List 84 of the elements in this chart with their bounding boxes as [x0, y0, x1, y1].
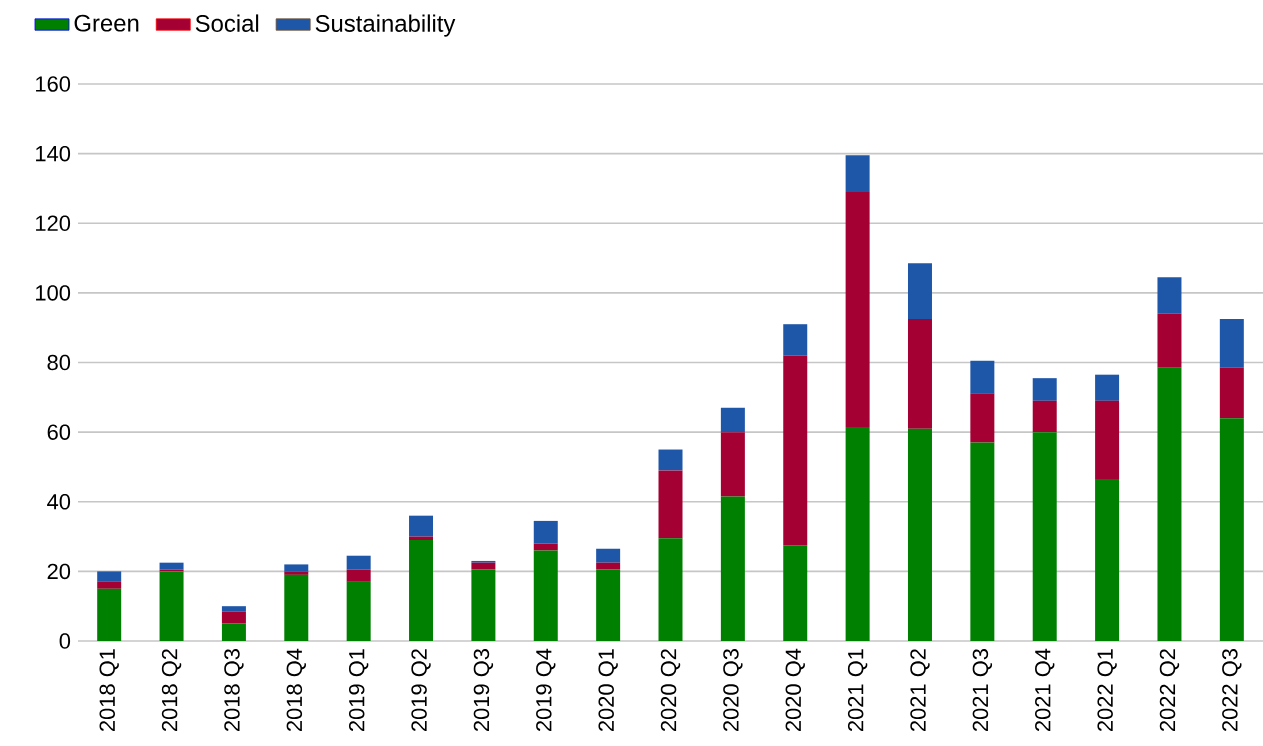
bar — [409, 540, 434, 641]
x-tick-label: 2019 Q4 — [536, 648, 556, 732]
bar — [970, 393, 995, 443]
x-tick-label: 2019 Q3 — [473, 649, 494, 732]
bar — [346, 555, 371, 570]
x-tick-label: 2022 Q2 — [1159, 649, 1180, 732]
y-tick-label: 60 — [47, 424, 71, 440]
legend-label: Social — [195, 14, 259, 32]
bar — [346, 569, 371, 582]
bar — [97, 571, 122, 582]
x-tick-label: 2022 Q3 — [1222, 649, 1242, 732]
bar — [783, 355, 808, 546]
x-tick-label: 2022 Q1 — [1097, 649, 1117, 732]
bar — [1032, 432, 1057, 641]
bar — [409, 515, 434, 537]
x-tick-label: 2021 Q3 — [972, 649, 993, 732]
bar — [658, 470, 683, 539]
x-tick-label: 2021 Q4 — [1035, 648, 1055, 732]
bar — [845, 191, 870, 427]
bar — [907, 318, 932, 429]
y-tick-label: 120 — [36, 215, 71, 232]
x-tick-label: 2020 Q3 — [723, 649, 743, 732]
x-tick-label: 2018 Q4 — [286, 648, 306, 732]
x-tick-label: 2018 Q2 — [161, 649, 182, 732]
bar — [1032, 378, 1057, 401]
bar — [596, 548, 621, 563]
x-tick-label: 2018 Q3 — [224, 649, 244, 732]
bar — [1219, 418, 1244, 641]
y-tick-label: 80 — [47, 354, 71, 371]
bar — [221, 623, 246, 641]
bar — [221, 606, 246, 612]
bar — [720, 407, 745, 433]
x-tick-label: 2020 Q4 — [785, 648, 805, 732]
bar — [1219, 318, 1244, 368]
y-tick-label: 40 — [47, 494, 71, 510]
bar — [97, 581, 122, 589]
bar — [783, 545, 808, 641]
bar — [471, 569, 496, 641]
y-tick-label: 100 — [36, 285, 71, 301]
bar — [533, 550, 558, 641]
y-tick-label: 0 — [59, 633, 71, 649]
x-tick-label: 2021 Q2 — [910, 649, 930, 732]
bar — [1219, 367, 1244, 419]
bar — [1157, 313, 1182, 368]
bar — [1095, 479, 1120, 641]
bar — [346, 581, 371, 641]
bar — [907, 428, 932, 641]
x-tick-label: 2019 Q1 — [348, 649, 369, 732]
legend-label: Sustainability — [315, 14, 456, 37]
bar — [471, 562, 496, 570]
bar — [284, 574, 309, 641]
bar — [221, 611, 246, 624]
bar — [1095, 400, 1120, 480]
x-tick-label: 2019 Q2 — [411, 649, 431, 732]
x-tick-label: 2020 Q2 — [660, 649, 681, 732]
bar — [970, 442, 995, 641]
bar — [907, 263, 932, 319]
x-tick-label: 2020 Q1 — [598, 649, 618, 732]
bar — [1157, 277, 1182, 314]
bar — [783, 324, 808, 356]
x-tick-label: 2021 Q1 — [847, 649, 868, 732]
y-tick-label: 140 — [36, 145, 71, 162]
x-tick-label: 2018 Q1 — [99, 649, 119, 732]
y-tick-label: 20 — [47, 563, 71, 580]
y-tick-label: 160 — [36, 76, 71, 92]
bar — [533, 520, 558, 544]
bar — [1032, 400, 1057, 433]
bar — [596, 569, 621, 641]
bar — [284, 564, 309, 572]
bar — [159, 562, 184, 570]
bar — [1095, 374, 1120, 401]
bar — [658, 449, 683, 471]
legend-label: Green — [74, 14, 139, 32]
bar — [970, 360, 995, 394]
bar — [658, 538, 683, 641]
bar — [159, 571, 184, 641]
bar — [845, 155, 870, 192]
bar — [720, 496, 745, 641]
bar — [1157, 367, 1182, 641]
bar — [720, 432, 745, 497]
bar — [97, 588, 122, 641]
bar — [845, 426, 870, 641]
bar — [284, 571, 309, 575]
bar — [596, 562, 621, 570]
